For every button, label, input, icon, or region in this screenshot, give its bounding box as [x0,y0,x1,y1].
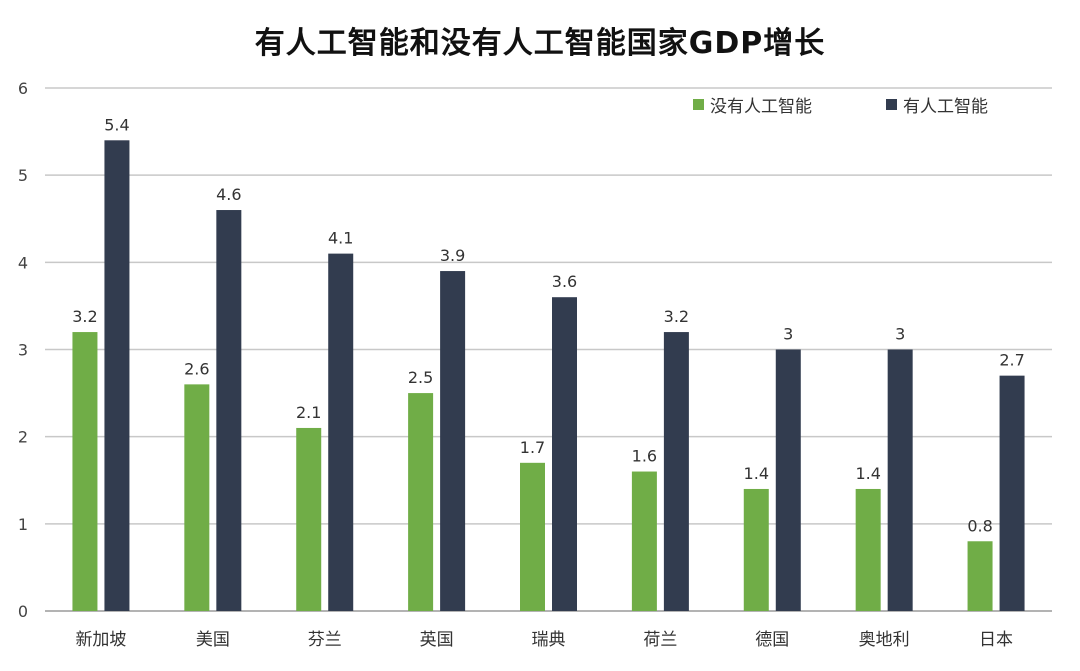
data-label-no-ai-4: 1.7 [520,438,545,457]
bar-no-ai-8 [967,541,993,611]
bar-with-ai-5 [663,332,689,611]
legend-item-no-ai: 没有人工智能 [693,92,812,117]
chart-title: 有人工智能和没有人工智能国家GDP增长 [254,26,826,61]
bar-no-ai-1 [184,384,210,611]
data-label-with-ai-7: 3 [895,325,905,344]
x-tick-label-1: 美国 [196,630,230,650]
x-tick-label-7: 奥地利 [859,630,910,650]
x-tick-label-8: 日本 [979,630,1013,650]
legend-label-with-ai: 有人工智能 [903,97,988,117]
x-tick-label-0: 新加坡 [75,630,126,650]
legend-swatch-with-ai [886,99,897,110]
y-tick-label-1: 1 [18,515,28,534]
data-label-no-ai-7: 1.4 [855,464,880,483]
legend-item-with-ai: 有人工智能 [886,92,988,117]
x-tick-label-2: 芬兰 [308,630,342,650]
y-tick-label-5: 5 [18,166,28,185]
y-tick-label-3: 3 [18,341,28,360]
data-label-no-ai-5: 1.6 [632,447,657,466]
bar-with-ai-0 [104,140,130,612]
legend-swatch-no-ai [693,99,704,110]
bar-with-ai-6 [775,349,801,611]
data-label-no-ai-2: 2.1 [296,403,321,422]
data-label-with-ai-2: 4.1 [328,229,353,248]
bar-no-ai-6 [743,488,769,611]
data-label-with-ai-0: 5.4 [104,115,129,134]
data-label-with-ai-3: 3.9 [440,246,465,265]
bar-with-ai-4 [552,297,577,611]
data-label-no-ai-1: 2.6 [184,359,209,378]
x-tick-label-6: 德国 [755,630,789,650]
y-tick-label-2: 2 [18,428,28,447]
x-tick-label-3: 英国 [420,630,454,650]
bar-no-ai-0 [72,332,98,611]
data-label-with-ai-6: 3 [783,325,793,344]
bar-with-ai-2 [328,253,354,611]
bar-no-ai-5 [631,471,657,611]
data-label-with-ai-1: 4.6 [216,185,241,204]
bar-no-ai-2 [296,427,322,611]
data-label-with-ai-4: 3.6 [552,272,577,291]
data-label-with-ai-5: 3.2 [664,307,689,326]
x-tick-label-4: 瑞典 [532,630,566,650]
bar-with-ai-7 [887,349,913,611]
legend-label-no-ai: 没有人工智能 [710,97,812,117]
data-label-with-ai-8: 2.7 [999,351,1024,370]
data-label-no-ai-0: 3.2 [72,307,97,326]
bar-no-ai-3 [408,393,434,611]
y-tick-label-6: 6 [18,79,28,98]
bar-with-ai-1 [216,210,242,612]
bar-no-ai-7 [855,488,881,611]
bar-no-ai-4 [520,462,545,611]
y-tick-label-4: 4 [18,253,28,272]
bar-with-ai-3 [440,271,466,611]
bar-with-ai-8 [999,375,1025,611]
data-label-no-ai-8: 0.8 [967,516,992,535]
y-tick-label-0: 0 [18,602,28,621]
data-label-no-ai-6: 1.4 [744,464,769,483]
data-label-no-ai-3: 2.5 [408,368,433,387]
x-tick-label-5: 荷兰 [643,630,677,650]
